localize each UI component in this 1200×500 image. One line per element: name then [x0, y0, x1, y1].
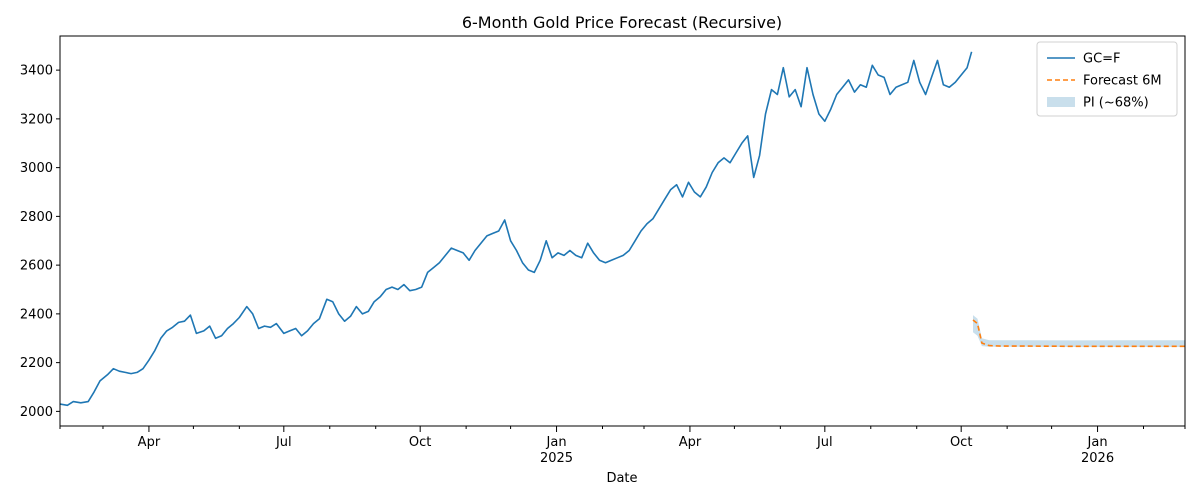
series-line-gcf [60, 51, 973, 407]
prediction-interval-band [973, 315, 1185, 347]
y-tick-label: 2800 [20, 210, 53, 225]
plot-area [60, 51, 1185, 407]
x-tick-label: Oct [950, 435, 972, 450]
x-tick-label: Oct [409, 435, 431, 450]
legend-label-forecast: Forecast 6M [1083, 74, 1162, 89]
y-tick-label: 3200 [20, 112, 53, 127]
y-tick-label: 3400 [20, 64, 53, 79]
y-tick-label: 2200 [20, 356, 53, 371]
chart-title: 6-Month Gold Price Forecast (Recursive) [462, 13, 782, 32]
legend-swatch-pi [1047, 97, 1075, 107]
legend: GC=F Forecast 6M PI (~68%) [1036, 41, 1178, 117]
x-tick-year-label: 2025 [540, 451, 573, 466]
x-tick-label: Jan [1087, 435, 1108, 450]
x-tick-label: Apr [679, 435, 702, 450]
y-axis: 2000 2200 2400 2600 2800 3000 3200 3400 [20, 64, 60, 420]
y-tick-label: 2600 [20, 259, 53, 274]
x-axis-label: Date [606, 471, 637, 486]
y-tick-label: 3000 [20, 161, 53, 176]
x-tick-label: Jan [546, 435, 567, 450]
plot-frame [59, 35, 1186, 427]
legend-label-gcf: GC=F [1083, 52, 1121, 67]
y-tick-label: 2000 [20, 405, 53, 420]
y-tick-label: 2400 [20, 307, 53, 322]
legend-label-pi: PI (~68%) [1083, 96, 1149, 111]
x-tick-label: Jul [275, 435, 292, 450]
x-tick-label: Jul [816, 435, 833, 450]
series-line-forecast [972, 319, 1185, 348]
x-tick-year-label: 2026 [1081, 451, 1114, 466]
plot-inner [60, 51, 1185, 407]
x-tick-label: Apr [138, 435, 161, 450]
